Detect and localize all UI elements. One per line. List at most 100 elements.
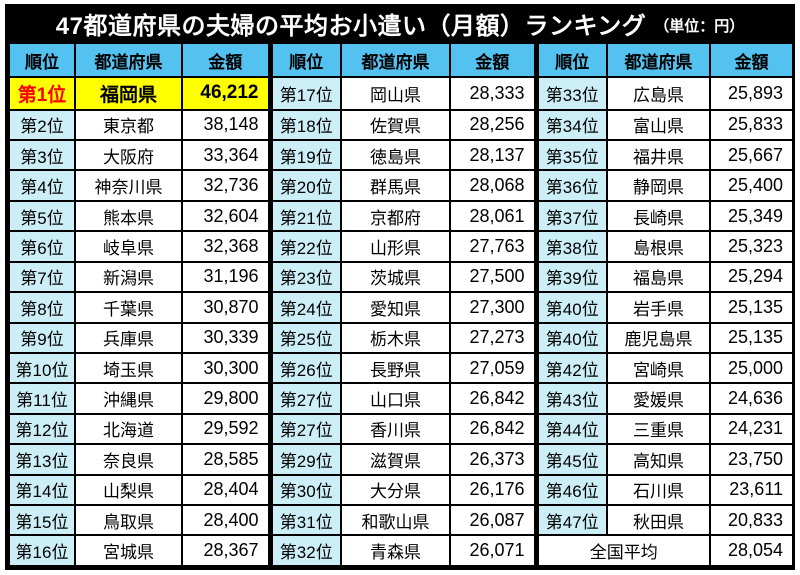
table-row: 第4位 神奈川県 32,736 第20位 群馬県 28,068 第36位 静岡県 25,400 (8, 169, 794, 202)
rank-cell: 第18位 (267, 108, 342, 142)
prefecture-cell: 石川県 (606, 473, 711, 506)
prefecture-cell: 宮城県 (74, 534, 183, 567)
amount-cell: 27,059 (449, 351, 537, 385)
table-row: 第1位 福岡県 46,212 第17位 岡山県 28,333 第33位 広島県 25,893 (8, 76, 794, 111)
prefecture-cell: 福島県 (606, 260, 711, 294)
prefecture-cell: 千葉県 (74, 291, 183, 324)
rank-cell: 第39位 (533, 260, 608, 294)
table-row: 第7位 新潟県 31,196 第23位 茨城県 27,500 第39位 福島県 25,294 (8, 260, 794, 294)
rank-cell: 第43位 (533, 382, 608, 415)
prefecture-cell: 鹿児島県 (606, 321, 711, 354)
rank-cell: 第27位 (267, 412, 342, 446)
amount-cell: 26,373 (449, 443, 537, 476)
amount-cell: 46,212 (181, 76, 271, 111)
header-cell-prefecture: 都道府県 (606, 42, 711, 78)
amount-cell: 25,135 (709, 321, 794, 354)
rank-cell: 第2位 (8, 108, 76, 142)
prefecture-cell: 岡山県 (340, 76, 451, 111)
prefecture-cell: 栃木県 (340, 321, 451, 354)
amount-cell: 26,071 (449, 534, 537, 567)
rank-cell: 第14位 (8, 473, 76, 506)
rank-cell: 第33位 (533, 76, 608, 111)
table-row: 第11位 沖縄県 29,800 第27位 山口県 26,842 第43位 愛媛県 24,636 (8, 382, 794, 415)
amount-cell: 32,368 (181, 230, 271, 263)
rank-cell: 第7位 (8, 260, 76, 294)
title-band: 47都道府県の夫婦の平均お小遣い（月額）ランキング （単位：円） (5, 4, 795, 42)
rank-cell: 第20位 (267, 169, 342, 202)
prefecture-cell: 秋田県 (606, 503, 711, 537)
rank-cell: 第17位 (267, 76, 342, 111)
rank-cell: 第47位 (533, 503, 608, 537)
amount-cell: 26,176 (449, 473, 537, 506)
header-cell-prefecture: 都道府県 (340, 42, 451, 78)
rank-cell: 第40位 (533, 321, 608, 354)
prefecture-cell: 福岡県 (74, 76, 183, 111)
prefecture-cell: 高知県 (606, 443, 711, 476)
rank-cell: 第26位 (267, 351, 342, 385)
table-row: 第14位 山梨県 28,404 第30位 大分県 26,176 第46位 石川県 23,611 (8, 473, 794, 506)
rank-cell: 第36位 (533, 169, 608, 202)
rank-cell: 第10位 (8, 351, 76, 385)
rank-cell: 第32位 (267, 534, 342, 567)
prefecture-cell: 埼玉県 (74, 351, 183, 385)
amount-cell: 29,800 (181, 382, 271, 415)
rank-cell: 第8位 (8, 291, 76, 324)
amount-cell: 32,736 (181, 169, 271, 202)
table-row: 第8位 千葉県 30,870 第24位 愛知県 27,300 第40位 岩手県 25,135 (8, 291, 794, 324)
ranking-infographic: 47都道府県の夫婦の平均お小遣い（月額）ランキング （単位：円） 順位 都道府県… (5, 4, 795, 570)
amount-cell: 38,148 (181, 108, 271, 142)
prefecture-cell: 島根県 (606, 230, 711, 263)
amount-cell: 30,339 (181, 321, 271, 354)
amount-cell: 25,893 (709, 76, 794, 111)
rank-cell: 第24位 (267, 291, 342, 324)
amount-cell: 27,500 (449, 260, 537, 294)
rank-cell: 第4位 (8, 169, 76, 202)
rank-cell: 第46位 (533, 473, 608, 506)
rank-cell: 第23位 (267, 260, 342, 294)
prefecture-cell: 宮崎県 (606, 351, 711, 385)
national-average-amount-cell: 28,054 (709, 534, 794, 567)
table-row: 第5位 熊本県 32,604 第21位 京都府 28,061 第37位 長崎県 25,349 (8, 199, 794, 233)
prefecture-cell: 兵庫県 (74, 321, 183, 354)
amount-cell: 25,135 (709, 291, 794, 324)
prefecture-cell: 青森県 (340, 534, 451, 567)
rank-cell: 第40位 (533, 291, 608, 324)
table-row: 第6位 岐阜県 32,368 第22位 山形県 27,763 第38位 島根県 25,323 (8, 230, 794, 263)
amount-cell: 25,000 (709, 351, 794, 385)
amount-cell: 26,842 (449, 382, 537, 415)
prefecture-cell: 岐阜県 (74, 230, 183, 263)
table-row: 第12位 北海道 29,592 第27位 香川県 26,842 第44位 三重県 24,231 (8, 412, 794, 446)
header-cell-amount: 金額 (709, 42, 794, 78)
amount-cell: 30,300 (181, 351, 271, 385)
amount-cell: 24,231 (709, 412, 794, 446)
rank-cell: 第25位 (267, 321, 342, 354)
prefecture-cell: 山梨県 (74, 473, 183, 506)
amount-cell: 28,333 (449, 76, 537, 111)
prefecture-cell: 三重県 (606, 412, 711, 446)
title-unit: （単位：円） (654, 17, 745, 35)
amount-cell: 27,300 (449, 291, 537, 324)
amount-cell: 23,611 (709, 473, 794, 506)
rank-cell: 第9位 (8, 321, 76, 354)
amount-cell: 29,592 (181, 412, 271, 446)
prefecture-cell: 長野県 (340, 351, 451, 385)
header-row: 順位 都道府県 金額 順位 都道府県 金額 順位 都道府県 金額 (8, 42, 794, 78)
amount-cell: 20,833 (709, 503, 794, 537)
prefecture-cell: 山形県 (340, 230, 451, 263)
rank-cell: 第42位 (533, 351, 608, 385)
rank-cell: 第38位 (533, 230, 608, 263)
amount-cell: 31,196 (181, 260, 271, 294)
header-cell-rank: 順位 (267, 42, 342, 78)
amount-cell: 28,137 (449, 139, 537, 172)
header-cell-prefecture: 都道府県 (74, 42, 183, 78)
prefecture-cell: 滋賀県 (340, 443, 451, 476)
rank-cell: 第12位 (8, 412, 76, 446)
table-row: 第13位 奈良県 28,585 第29位 滋賀県 26,373 第45位 高知県 23,750 (8, 443, 794, 476)
prefecture-cell: 愛知県 (340, 291, 451, 324)
amount-cell: 24,636 (709, 382, 794, 415)
table-row: 第16位 宮城県 28,367 第32位 青森県 26,071 全国平均 28,054 (8, 534, 794, 567)
amount-cell: 25,400 (709, 169, 794, 202)
prefecture-cell: 東京都 (74, 108, 183, 142)
amount-cell: 28,068 (449, 169, 537, 202)
amount-cell: 25,349 (709, 199, 794, 233)
